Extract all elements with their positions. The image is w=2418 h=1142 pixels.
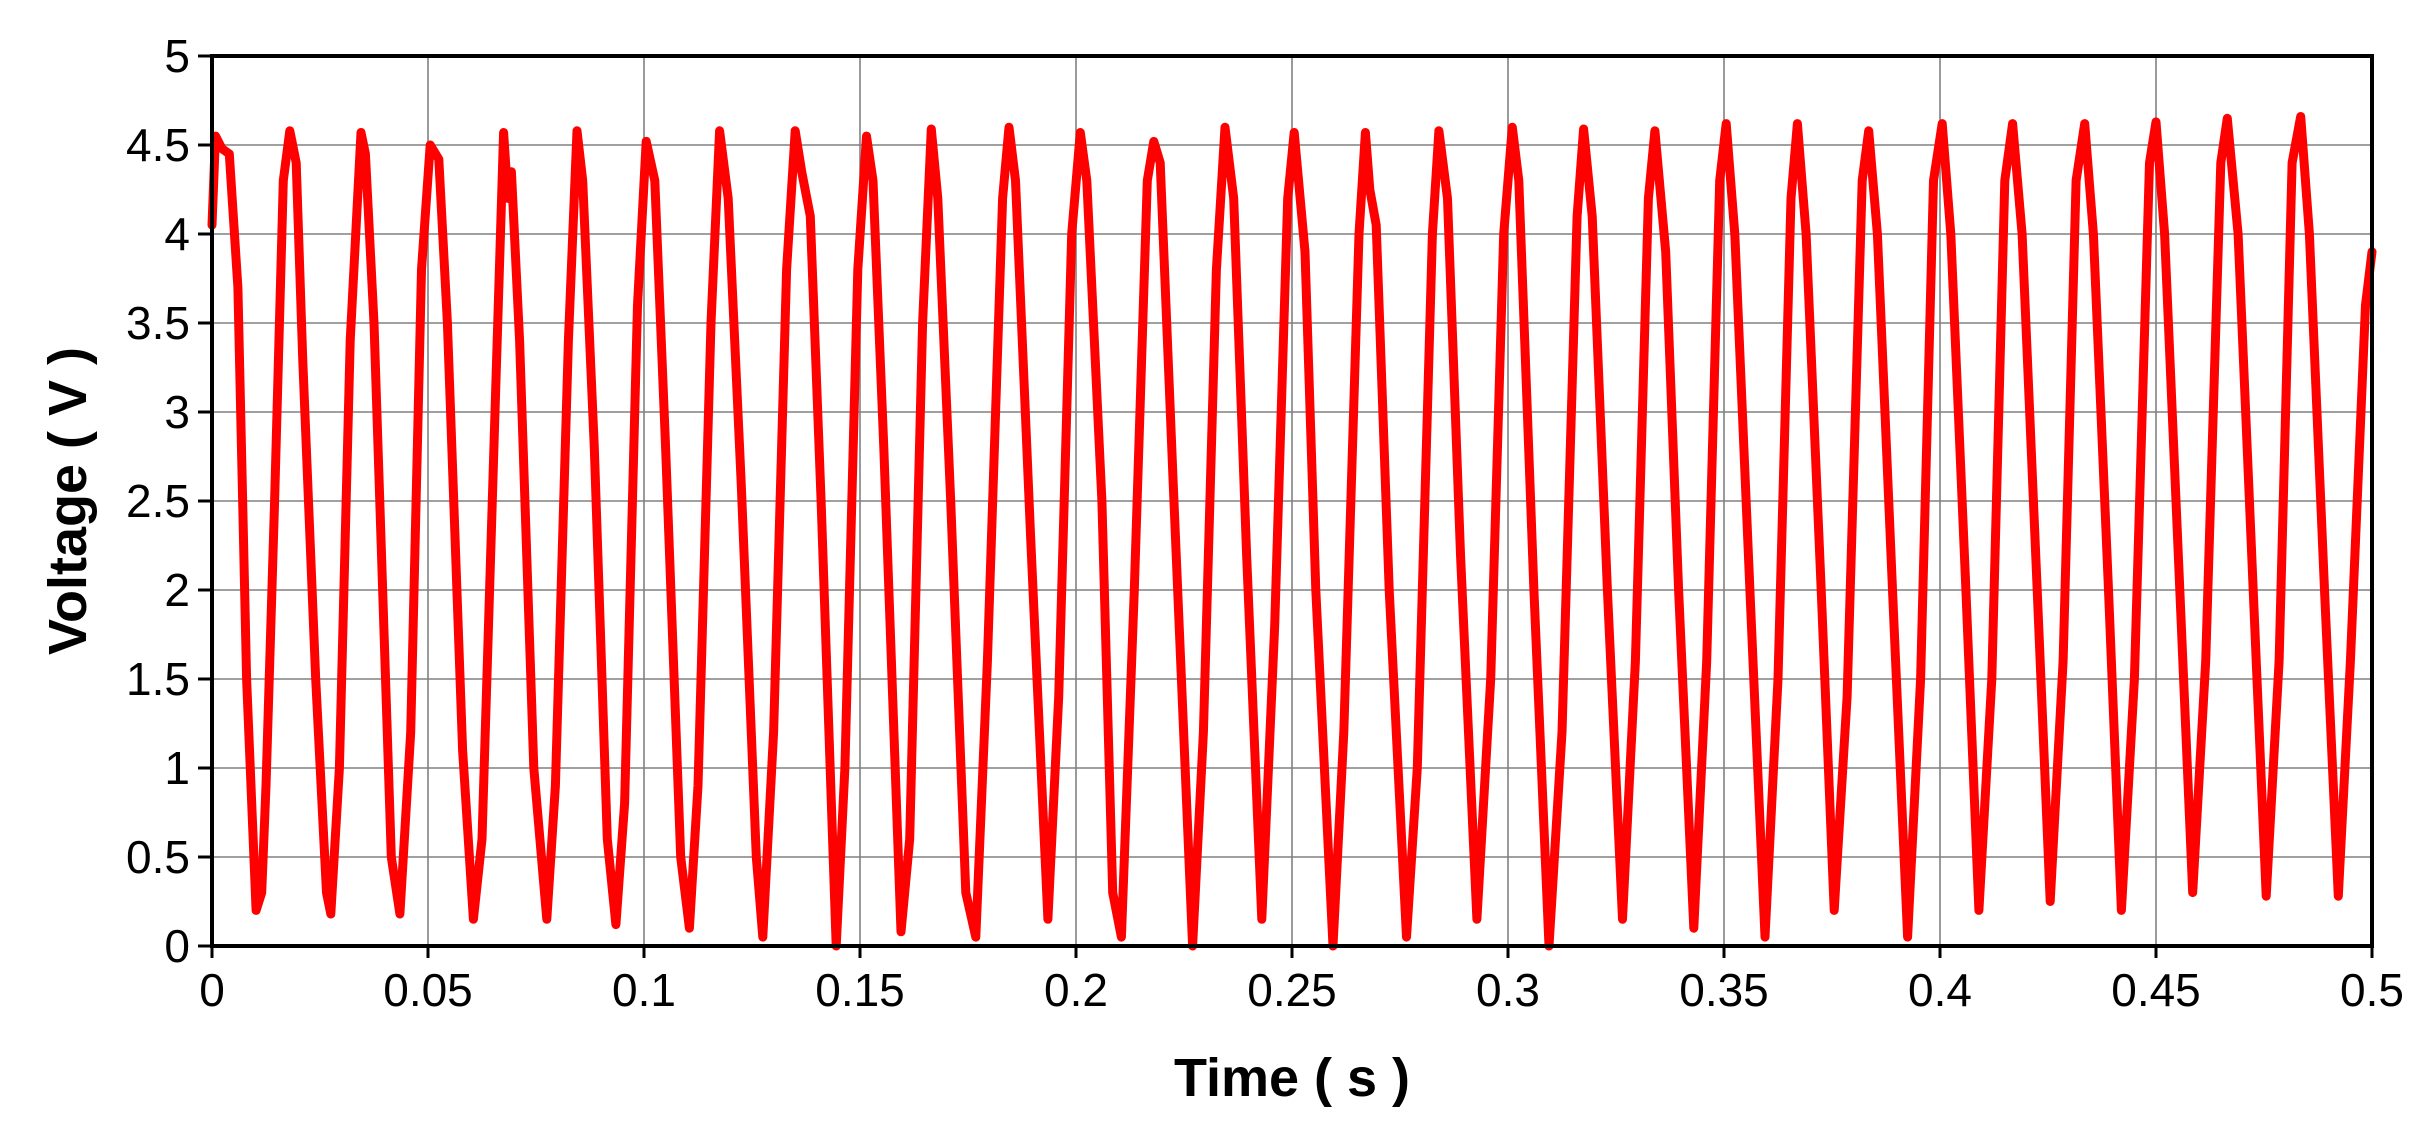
tick-label-layer: 0 0.05 0.1 0.15 0.2 0.25 0.3 0.35 0.4 0.45 0.5 0 0.5…	[126, 30, 2404, 1016]
series-layer	[207, 112, 2377, 951]
x-tick-label: 0.45	[2111, 964, 2201, 1016]
y-tick-label: 1	[164, 742, 190, 794]
x-tick-label: 0.05	[383, 964, 473, 1016]
y-tick-label: 1.5	[126, 653, 190, 705]
x-tick-label: 0.35	[1679, 964, 1769, 1016]
x-tick-label: 0	[199, 964, 225, 1016]
x-tick-label: 0.5	[2340, 964, 2404, 1016]
x-tick-label: 0.1	[612, 964, 676, 1016]
y-tick-label: 0	[164, 920, 190, 972]
y-tick-label: 2.5	[126, 475, 190, 527]
y-tick-label: 3	[164, 386, 190, 438]
x-tick-label: 0.25	[1247, 964, 1337, 1016]
voltage-series-line	[207, 112, 2377, 951]
x-tick-label: 0.2	[1044, 964, 1108, 1016]
tick-layer	[198, 54, 2374, 958]
x-axis-title: Time ( s )	[1174, 1048, 1410, 1108]
x-tick-label: 0.15	[815, 964, 905, 1016]
x-tick-label: 0.4	[1908, 964, 1972, 1016]
y-tick-label: 4.5	[126, 119, 190, 171]
y-tick-label: 5	[164, 30, 190, 82]
y-axis-title: Voltage ( V )	[38, 347, 98, 655]
x-tick-label: 0.3	[1476, 964, 1540, 1016]
y-tick-label: 0.5	[126, 831, 190, 883]
y-tick-label: 3.5	[126, 297, 190, 349]
y-tick-label: 4	[164, 208, 190, 260]
y-tick-label: 2	[164, 564, 190, 616]
